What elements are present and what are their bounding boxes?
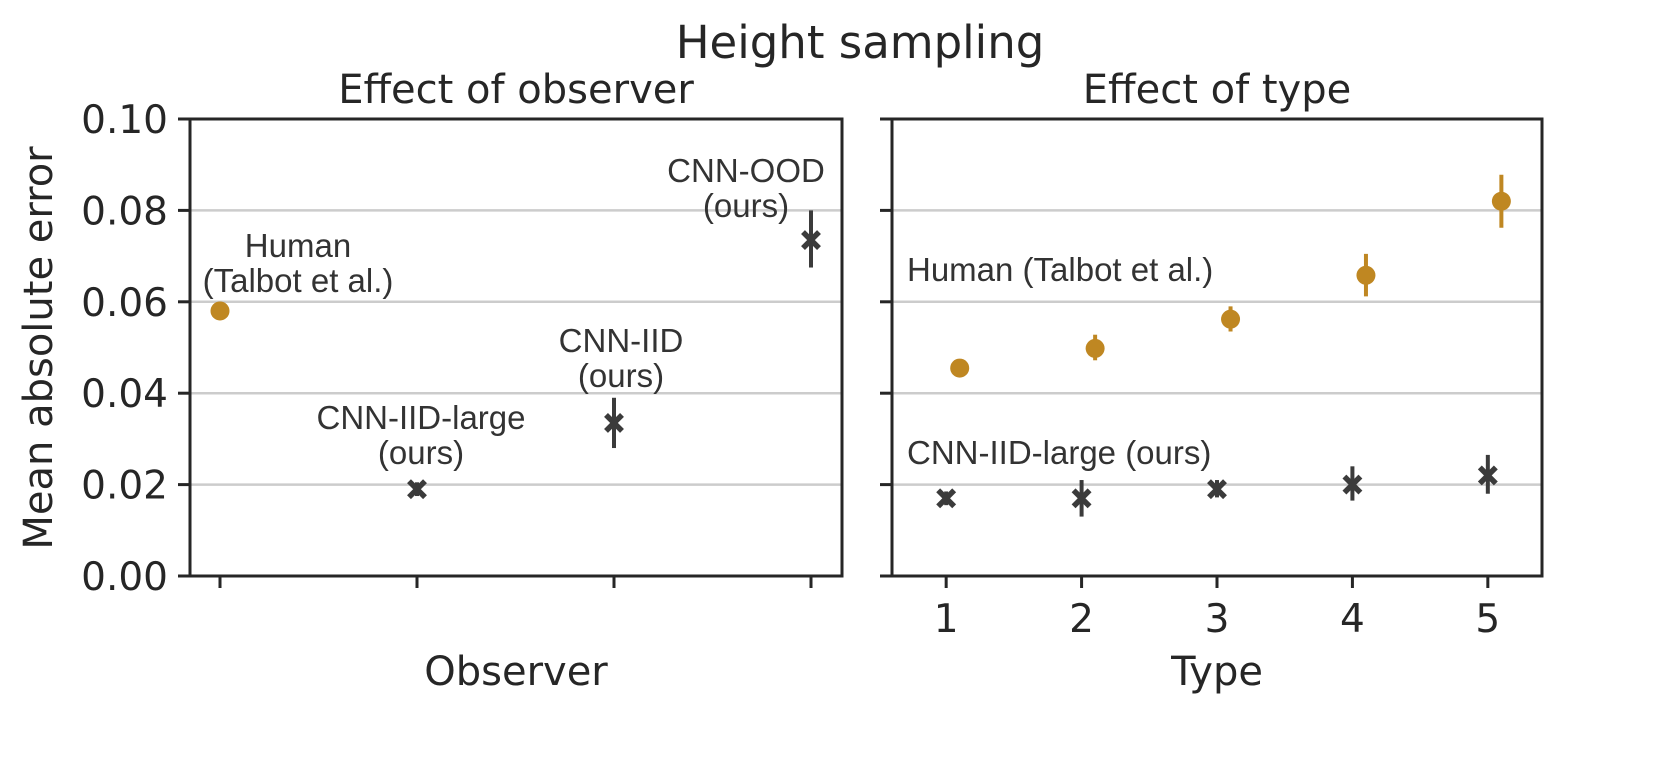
point-s0-5 (1491, 191, 1511, 211)
annotation-2-line-1: (ours) (578, 357, 664, 394)
series-label-human: Human (Talbot et al.) (907, 251, 1213, 288)
y-tick-label-0.02: 0.02 (81, 464, 168, 509)
point-s1-5-stroke-b (1477, 465, 1498, 486)
y-tick-label-0.08: 0.08 (81, 189, 168, 234)
annotation-3-line-1: (ours) (703, 187, 789, 224)
point-s1-4-stroke-b (1342, 474, 1363, 495)
panel-effect-of-observer: Effect of observer 0.000.020.040.060.080… (16, 67, 844, 695)
point-s1-2-stroke-b (1071, 488, 1092, 509)
point-s1-3-stroke-b (1207, 479, 1227, 500)
point-0 (210, 301, 230, 321)
annotation-1-line-0: CNN-IID-large (316, 399, 525, 436)
annotation-3-line-0: CNN-OOD (667, 152, 825, 189)
annotation-1-line-1: (ours) (378, 434, 464, 471)
point-3-stroke-b (801, 230, 821, 251)
point-1 (407, 479, 427, 500)
point-s1-5 (1477, 465, 1498, 486)
point-s0-2 (1085, 338, 1105, 358)
point-s1-4 (1342, 474, 1363, 495)
point-s1-3 (1207, 479, 1227, 500)
point-2-stroke-b (604, 412, 624, 433)
axes-frame-observer (188, 117, 844, 578)
annotation-0-line-0: Human (245, 227, 351, 264)
figure-title: Height sampling (676, 16, 1045, 69)
series-label-cnn-iid-large: CNN-IID-large (ours) (907, 434, 1211, 471)
x-axis-ticks-type: 1 2 3 4 5 (934, 576, 1500, 642)
panel-title-observer: Effect of observer (338, 67, 694, 113)
point-s0-4 (1356, 265, 1376, 285)
y-axis-tickmarks-type (880, 117, 892, 578)
y-tick-label-0.06: 0.06 (81, 281, 168, 326)
x-axis-ticks-observer (218, 576, 813, 588)
y-tick-label-0.10: 0.10 (81, 98, 168, 143)
point-3 (801, 230, 821, 251)
panel-title-type: Effect of type (1083, 67, 1351, 113)
x-tick-label-type-4: 4 (1340, 597, 1365, 642)
x-axis-label-observer: Observer (424, 649, 608, 695)
annotation-2-line-0: CNN-IID (559, 322, 684, 359)
axes-frame-type (890, 117, 1544, 578)
y-axis-label: Mean absolute error (16, 146, 62, 550)
y-tick-label-0.04: 0.04 (81, 372, 168, 417)
x-tick-label-type-5: 5 (1475, 597, 1500, 642)
point-s0-3 (1221, 309, 1241, 329)
panel-effect-of-type: Effect of type 1 2 3 4 5 Human (Talbot et al… (880, 67, 1544, 695)
point-s0-1 (950, 358, 970, 378)
observer-annotations: Human(Talbot et al.)CNN-IID-large(ours)C… (203, 152, 825, 471)
x-axis-label-type: Type (1170, 649, 1263, 695)
x-tick-label-type-3: 3 (1205, 597, 1230, 642)
point-s1-2 (1071, 488, 1092, 509)
point-2 (604, 412, 624, 433)
point-s1-1 (936, 488, 957, 509)
x-tick-label-type-1: 1 (934, 597, 959, 642)
point-s1-1-stroke-b (936, 488, 957, 509)
y-axis-ticks: 0.00 0.02 0.04 0.06 0.08 0.10 (81, 98, 190, 600)
annotation-0-line-1: (Talbot et al.) (203, 262, 394, 299)
y-tick-label-0.00: 0.00 (81, 555, 168, 600)
x-tick-label-type-2: 2 (1069, 597, 1094, 642)
gridlines-observer (190, 209, 842, 486)
observer-points (210, 210, 821, 500)
point-1-stroke-b (407, 479, 427, 500)
type-points (936, 174, 1511, 517)
